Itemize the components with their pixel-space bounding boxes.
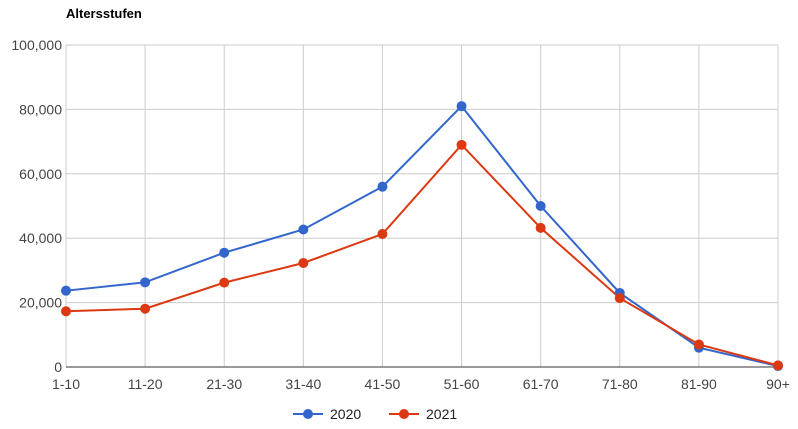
x-tick-label: 31-40 bbox=[285, 376, 321, 392]
x-tick-label: 71-80 bbox=[602, 376, 638, 392]
y-tick-label: 80,000 bbox=[19, 101, 62, 117]
data-point-2021[interactable] bbox=[535, 222, 546, 233]
data-point-2021[interactable] bbox=[693, 339, 704, 350]
data-point-2021[interactable] bbox=[298, 257, 309, 268]
data-point-2020[interactable] bbox=[377, 181, 388, 192]
y-tick-label: 60,000 bbox=[19, 166, 62, 182]
data-point-2020[interactable] bbox=[535, 201, 546, 211]
data-point-2021[interactable] bbox=[773, 360, 783, 371]
legend-swatch-marker bbox=[399, 409, 409, 419]
data-point-2020[interactable] bbox=[61, 285, 71, 296]
data-point-2020[interactable] bbox=[456, 101, 467, 112]
series-line-2021 bbox=[65, 143, 779, 367]
series-line-2020 bbox=[65, 104, 779, 368]
x-tick-label: 1-10 bbox=[52, 376, 80, 392]
y-tick-label: 100,000 bbox=[11, 37, 62, 53]
x-tick-label: 61-70 bbox=[523, 376, 559, 392]
data-point-2021[interactable] bbox=[219, 277, 230, 288]
data-point-2021[interactable] bbox=[614, 293, 625, 304]
chart-title: Altersstufen bbox=[66, 6, 142, 21]
x-tick-label: 21-30 bbox=[206, 376, 242, 392]
data-point-2020[interactable] bbox=[298, 224, 309, 235]
legend[interactable]: 2020 2021 bbox=[293, 406, 457, 422]
grid-lines bbox=[65, 44, 779, 367]
x-tick-label: 81-90 bbox=[681, 376, 717, 392]
legend-swatch-marker bbox=[303, 409, 313, 419]
legend-label: 2020 bbox=[330, 406, 361, 422]
data-point-2020[interactable] bbox=[219, 247, 230, 258]
y-tick-label: 20,000 bbox=[19, 295, 62, 311]
y-tick-label: 0 bbox=[54, 359, 62, 375]
x-tick-label: 11-20 bbox=[128, 376, 163, 392]
legend-item-2020[interactable]: 2020 bbox=[293, 406, 361, 422]
data-point-2021[interactable] bbox=[456, 139, 467, 150]
data-point-2020[interactable] bbox=[140, 277, 151, 288]
legend-label: 2021 bbox=[426, 406, 457, 422]
x-tick-label: 90+ bbox=[766, 376, 790, 392]
x-tick-label: 41-50 bbox=[365, 376, 401, 392]
x-tick-label: 51-60 bbox=[444, 376, 480, 392]
series-layer bbox=[61, 101, 783, 372]
data-point-2021[interactable] bbox=[61, 306, 71, 317]
data-point-2021[interactable] bbox=[377, 229, 388, 240]
axes: 0 20,000 40,000 60,000 80,000 100,000 1-10 11-2… bbox=[11, 37, 789, 392]
data-point-2021[interactable] bbox=[140, 303, 151, 314]
legend-item-2021[interactable]: 2021 bbox=[389, 406, 457, 422]
y-tick-label: 40,000 bbox=[19, 230, 62, 246]
